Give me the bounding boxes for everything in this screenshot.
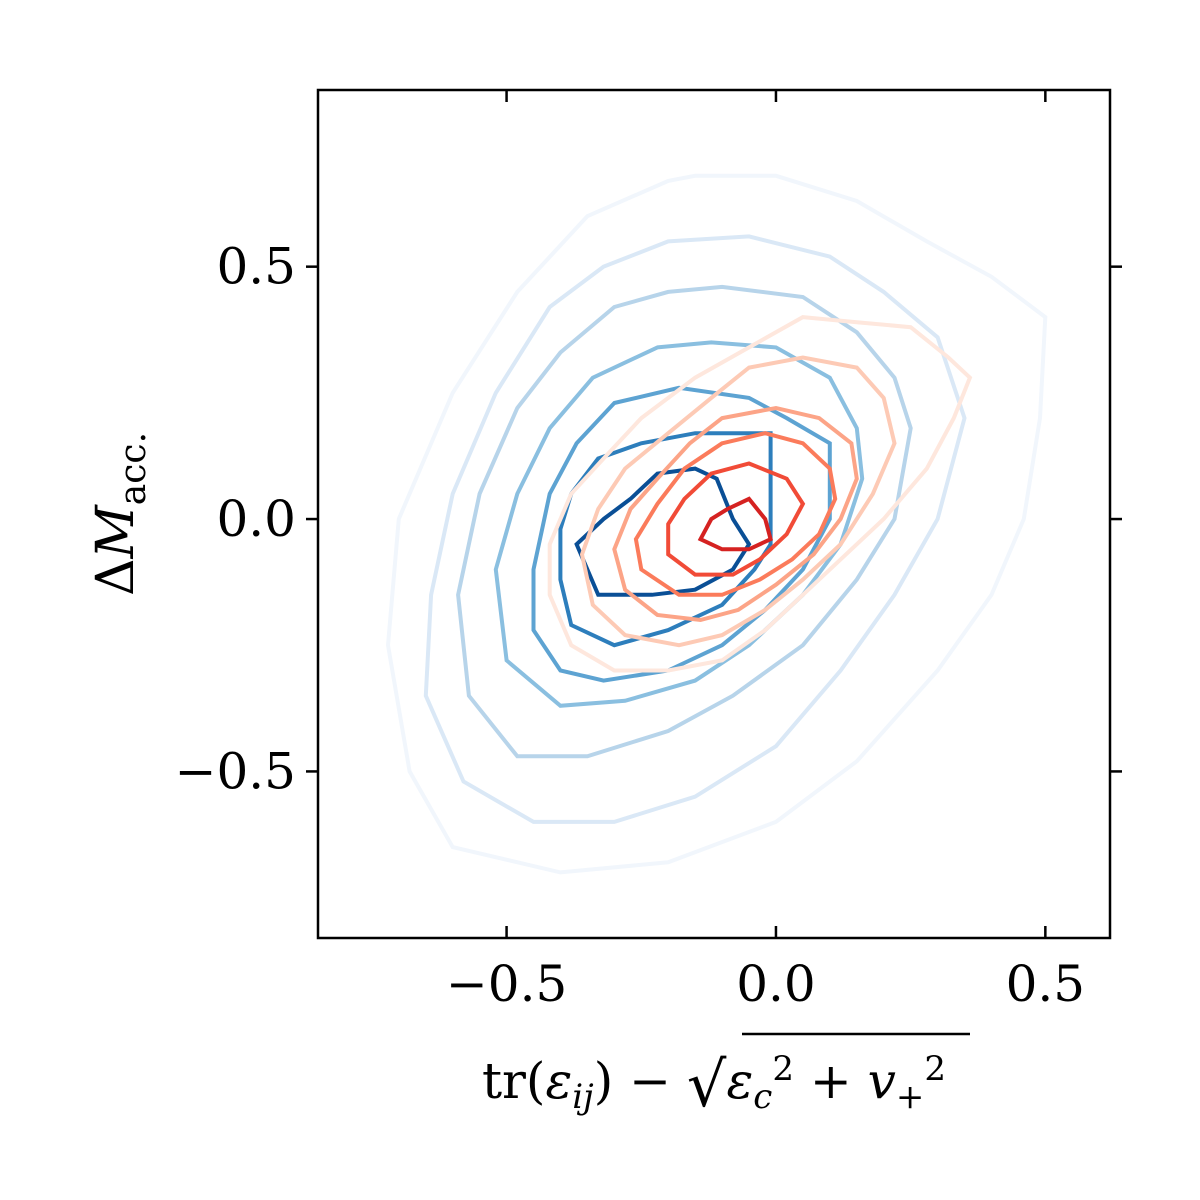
x-axis-label: tr(εij) − √εc2 + v+2	[482, 1048, 946, 1121]
blue-contour-level-2	[423, 234, 967, 824]
red-contour-level-5	[666, 461, 806, 577]
y-axis-label: ΔMacc.	[86, 432, 154, 596]
blue-contour-level-1	[385, 173, 1048, 875]
y-tick-label: −0.5	[175, 742, 296, 800]
red-contour-level-4	[633, 431, 838, 597]
contour-layer	[385, 173, 1048, 875]
red-contour-level-3	[612, 405, 859, 623]
x-tick-label: −0.5	[446, 955, 567, 1013]
blue-contour-level-4	[493, 340, 865, 708]
red-contour-level-6	[697, 496, 773, 552]
x-tick-label: 0.0	[736, 955, 816, 1013]
blue-contour-level-6	[558, 431, 773, 648]
red-contour-level-2	[579, 355, 897, 648]
blue-contour-level-5	[531, 385, 832, 683]
y-tick-label: 0.0	[216, 490, 296, 548]
x-tick-label: 0.5	[1006, 955, 1086, 1013]
tick-layer: −0.5 0.0 0.5 −0.5 0.0 0.5	[175, 90, 1122, 1013]
plot-frame	[316, 88, 1112, 940]
y-tick-label: 0.5	[216, 238, 296, 296]
blue-contour-level-7	[574, 466, 752, 597]
red-contour-level-1	[547, 315, 973, 673]
blue-contour-level-3	[456, 284, 913, 759]
